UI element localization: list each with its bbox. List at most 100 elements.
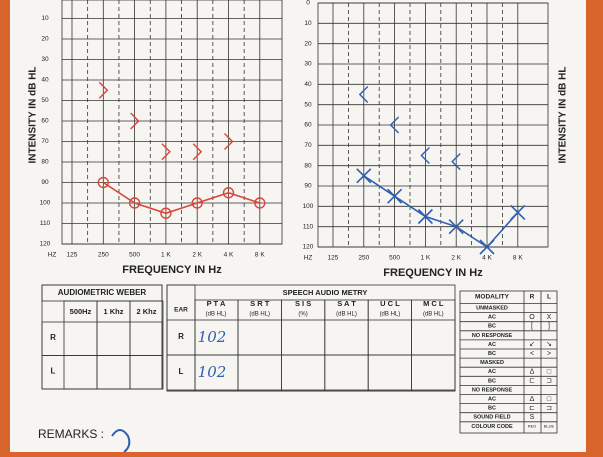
modality-label: BC [488,406,496,412]
table-cell [41,355,163,390]
modality-label: NO RESPONSE [472,387,513,393]
bone-marker [358,86,369,103]
speech-unit: (%) [298,312,307,318]
handwriting [111,429,131,453]
speech-unit: (dB HL) [423,312,444,318]
weber-col: 500Hz [70,307,92,316]
symbol-r: < [530,350,534,357]
hz-label: HZ [304,255,313,262]
modality-label: BC [488,378,496,384]
y-tick-label: 10 [41,15,49,22]
bone-marker [161,143,171,161]
air-marker [128,197,141,209]
symbol-r: ↙ [529,341,535,348]
y-tick-label: 100 [303,203,314,210]
speech-col: U C L [380,299,400,308]
y-tick-label: 60 [41,118,49,125]
ear-header: EAR [174,307,188,314]
x-tick-label: 8 K [255,252,265,259]
y-tick-label: 30 [304,61,312,68]
y-tick-label: 20 [41,36,49,43]
hz-label: HZ [48,252,57,259]
symbol-r: Δ [530,396,535,403]
air-marker [510,204,526,220]
bone-marker [224,133,234,150]
modality-header: MODALITY [475,294,510,301]
symbol-r: O [529,314,535,321]
y-axis-label: INTENSITY IN dB HL [28,66,39,163]
y-tick-label: 90 [41,179,49,186]
y-tick-label: 20 [304,40,312,47]
y-tick-label: 0 [306,0,310,7]
modality-header: L [547,294,551,301]
modality-label: AC [488,315,496,321]
paper [10,0,586,452]
symbol-r: RED [528,423,537,428]
x-tick-label: 500 [389,255,400,262]
modality-label: BC [488,351,496,357]
x-axis-label: FREQUENCY IN Hz [383,267,483,279]
x-tick-label: 2 K [451,255,461,262]
speech-title: SPEECH AUDIO METRY [283,288,368,297]
pta-unit: (dB HL) [206,312,227,318]
symbol-l: > [547,350,551,357]
x-tick-label: 250 [98,252,109,259]
speech-col: S I S [295,299,311,308]
air-marker [97,176,110,189]
table-cell [166,354,456,391]
speech-ear: L [179,367,184,376]
y-tick-label: 40 [304,81,312,88]
y-tick-label: 40 [41,77,49,84]
x-axis-label: FREQUENCY IN Hz [122,264,222,276]
pta-header: P T A [207,299,226,308]
speech-unit: (dB HL) [249,312,270,318]
air-marker [222,187,235,199]
speech-ear: R [178,332,184,341]
speech-col: M C L [423,299,444,308]
air-marker [160,207,172,219]
x-tick-label: 2 K [192,252,202,259]
y-tick-label: 70 [41,138,49,145]
air-marker [448,219,464,235]
symbol-l: BLUE [544,423,555,428]
symbol-r: ⊏ [529,405,535,412]
bone-marker [451,153,461,171]
pta-value: 102 [198,328,227,346]
x-tick-label: 4 K [482,255,492,262]
symbol-l: □ [547,396,552,403]
x-tick-label: 1 K [161,252,171,259]
y-tick-label: 30 [41,56,49,63]
x-tick-label: 125 [67,252,78,259]
air-marker [356,168,372,184]
symbol-l: ⊐ [546,378,552,385]
x-tick-label: 125 [328,255,339,262]
air-marker [417,208,433,225]
speech-unit: (dB HL) [380,312,401,318]
y-tick-label: 110 [40,220,51,227]
x-tick-label: 1 K [421,255,431,262]
weber-title: AUDIOMETRIC WEBER [58,288,147,297]
y-tick-label: 120 [40,241,51,248]
bone-marker [389,116,400,134]
table-cell [459,290,558,434]
y-tick-label: 60 [304,122,312,129]
symbol-l: ↘ [546,341,552,348]
symbol-l: □ [547,369,552,376]
modality-label: AC [488,369,496,375]
speech-unit: (dB HL) [336,312,357,318]
speech-col: S A T [337,299,356,308]
bone-marker [192,143,203,161]
y-tick-label: 80 [41,159,49,166]
y-tick-label: 110 [303,223,314,230]
air-marker [387,188,403,204]
symbol-l: ⊐ [546,405,552,412]
modality-label: AC [488,342,496,348]
x-tick-label: 500 [129,252,140,259]
bone-marker [130,112,140,130]
bone-marker [420,147,430,164]
modality-label: COLOUR CODE [471,424,513,430]
weber-row: L [51,367,56,376]
bone-marker [98,81,109,99]
symbol-r: ⊏ [529,378,535,385]
